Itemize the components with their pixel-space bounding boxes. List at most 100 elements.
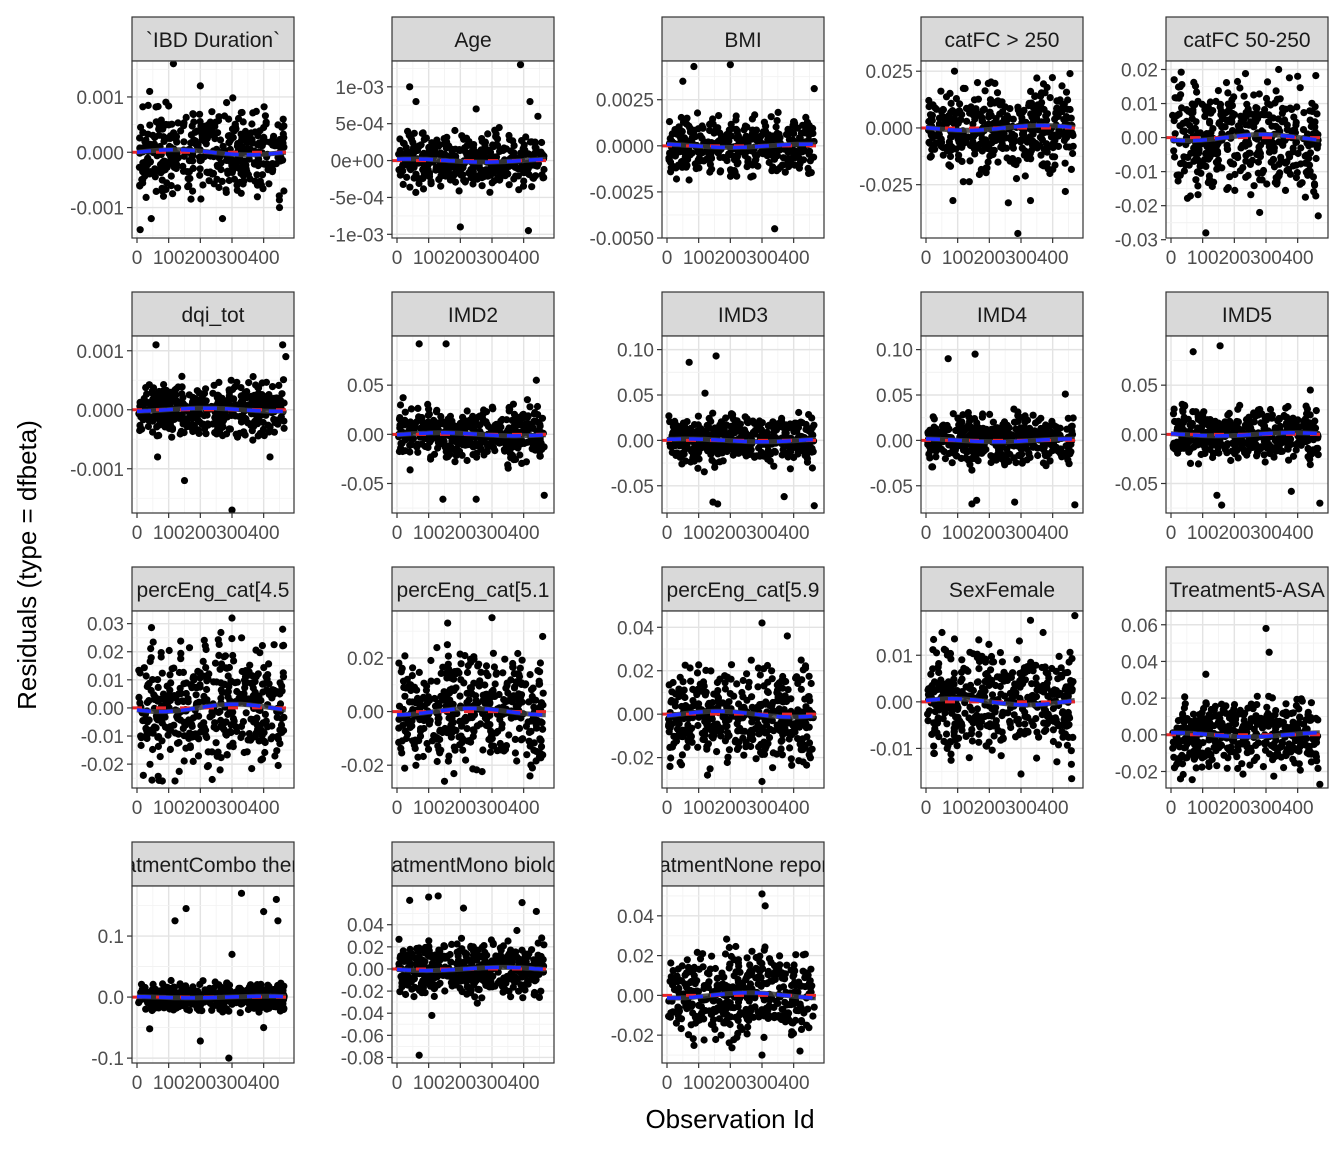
data-point	[225, 425, 233, 433]
data-point	[1253, 452, 1261, 460]
data-point	[247, 402, 255, 410]
data-point	[938, 138, 946, 146]
data-point	[505, 181, 513, 189]
data-point	[212, 739, 220, 747]
data-point	[180, 429, 188, 437]
data-point	[172, 385, 180, 393]
data-point	[1046, 94, 1054, 102]
outlier-point	[780, 493, 788, 501]
data-point	[700, 468, 708, 476]
data-point	[162, 387, 170, 395]
data-point	[1037, 431, 1045, 439]
y-tick-label: -0.02	[1115, 197, 1158, 218]
data-point	[784, 449, 793, 457]
data-point	[197, 195, 205, 203]
data-point	[975, 170, 984, 179]
data-point	[1274, 417, 1282, 425]
data-point	[1001, 134, 1009, 142]
data-point	[999, 453, 1008, 461]
data-point	[786, 465, 795, 473]
data-point	[445, 421, 453, 429]
data-point	[482, 408, 491, 416]
data-point	[808, 464, 817, 472]
data-point	[689, 132, 698, 140]
x-tick-label: 200	[1218, 523, 1250, 544]
data-point	[790, 118, 798, 126]
data-point	[156, 165, 164, 174]
x-tick-label: 100	[683, 523, 715, 544]
data-point	[796, 134, 804, 142]
data-point	[996, 445, 1004, 453]
data-point	[264, 421, 272, 429]
data-point	[952, 95, 961, 103]
x-tick-label: 300	[1005, 248, 1037, 269]
data-point	[695, 441, 703, 449]
data-point	[225, 138, 233, 146]
data-point	[966, 417, 974, 425]
outlier-point	[1287, 487, 1295, 495]
data-point	[261, 112, 269, 120]
data-point	[1250, 182, 1258, 190]
data-point	[1299, 126, 1308, 134]
outlier-point	[266, 453, 274, 461]
data-point	[962, 454, 970, 462]
data-point	[1266, 405, 1275, 414]
x-tick-label: 0	[1166, 248, 1177, 269]
x-tick-label: 300	[216, 248, 248, 269]
data-point	[773, 117, 781, 125]
data-point	[1252, 104, 1260, 112]
data-point	[1236, 167, 1244, 175]
outlier-point	[810, 502, 818, 510]
data-point	[1298, 179, 1306, 187]
data-point	[262, 118, 270, 126]
data-point	[523, 396, 532, 404]
data-point	[202, 385, 210, 393]
data-point	[668, 130, 676, 138]
data-point	[261, 748, 269, 757]
data-point	[733, 172, 741, 180]
data-point	[972, 453, 980, 461]
data-point	[1019, 457, 1027, 465]
data-point	[1288, 419, 1296, 427]
data-point	[792, 425, 800, 433]
fit-line	[396, 157, 546, 164]
data-point	[938, 108, 946, 116]
data-point	[706, 160, 715, 168]
data-point	[184, 183, 192, 191]
data-point	[1201, 444, 1209, 452]
data-point	[988, 134, 997, 142]
data-point	[1048, 74, 1056, 82]
data-point	[262, 717, 270, 725]
data-point	[950, 115, 959, 123]
data-point	[275, 192, 283, 200]
x-tick-label: 400	[778, 248, 810, 269]
data-point	[928, 463, 936, 471]
data-point	[1213, 165, 1221, 173]
data-point	[1206, 176, 1214, 184]
data-point	[987, 78, 995, 86]
data-point	[783, 155, 792, 163]
outlier-point	[540, 491, 548, 499]
data-point	[802, 452, 811, 460]
data-point	[269, 141, 277, 149]
x-tick-label: 300	[1250, 248, 1282, 269]
data-point	[1178, 81, 1186, 89]
data-point	[947, 99, 955, 107]
data-point	[1263, 78, 1272, 86]
data-point	[1221, 445, 1229, 454]
data-point	[280, 143, 288, 151]
data-point	[747, 431, 755, 440]
data-point	[1242, 151, 1250, 159]
data-point	[980, 140, 988, 148]
data-point	[136, 181, 144, 189]
data-point	[253, 181, 262, 189]
x-tick-label: 0	[662, 523, 673, 544]
outlier-point	[1316, 499, 1324, 507]
data-point	[1227, 456, 1235, 465]
y-tick-label: -0.05	[611, 477, 654, 498]
data-point	[412, 188, 420, 196]
data-point	[1193, 168, 1202, 176]
outlier-point	[180, 476, 189, 485]
data-point	[956, 135, 964, 144]
